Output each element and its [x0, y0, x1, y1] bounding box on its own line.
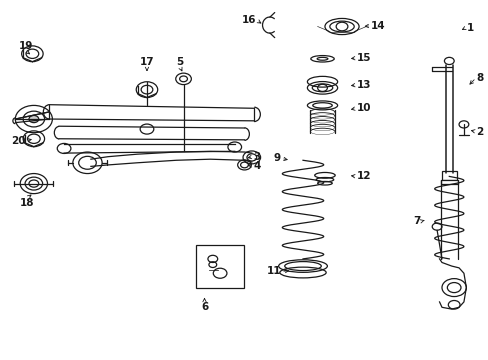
Text: 10: 10: [356, 103, 370, 113]
Bar: [441, 171, 456, 180]
Text: 1: 1: [466, 23, 473, 33]
Bar: [440, 180, 457, 184]
Text: 6: 6: [201, 302, 208, 312]
Text: 5: 5: [176, 57, 183, 67]
Text: 8: 8: [475, 73, 482, 83]
Bar: [195, 244, 244, 288]
Text: 20: 20: [12, 136, 26, 145]
Text: 17: 17: [140, 57, 154, 67]
Text: 16: 16: [242, 15, 256, 26]
Text: 4: 4: [253, 161, 260, 171]
Text: 14: 14: [370, 21, 385, 31]
Text: 15: 15: [356, 53, 370, 63]
Text: 9: 9: [273, 153, 281, 163]
Text: 2: 2: [475, 127, 482, 136]
Text: 11: 11: [266, 266, 281, 276]
Text: 12: 12: [356, 171, 370, 181]
Circle shape: [29, 116, 39, 123]
Text: 3: 3: [253, 152, 260, 162]
Text: 7: 7: [413, 216, 420, 226]
Circle shape: [444, 57, 453, 64]
Text: 19: 19: [19, 41, 33, 51]
Text: 18: 18: [20, 198, 35, 208]
Text: 13: 13: [356, 80, 370, 90]
